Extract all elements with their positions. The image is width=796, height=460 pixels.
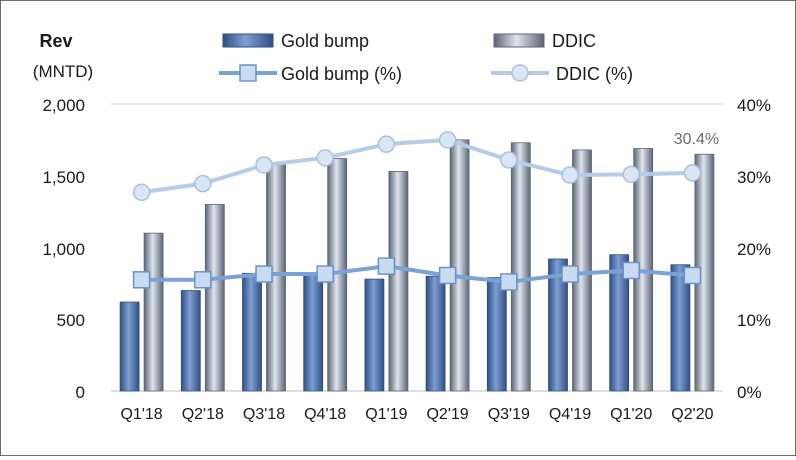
- data-label-annotation: 30.4%: [674, 131, 719, 148]
- legend-item-ddic: DDIC: [493, 31, 596, 51]
- point-gold-bump-q1-19: [377, 257, 396, 275]
- legend-marker-ddic-pct: [511, 64, 529, 82]
- legend-label-ddic: DDIC: [552, 31, 596, 51]
- y-right-tick: 30%: [737, 168, 771, 187]
- y-left-ticks: 2,000 1,500 1,000 500 0: [42, 96, 85, 402]
- x-tick-label: Q1'20: [610, 406, 652, 423]
- annotations-layer: 30.4%: [674, 131, 719, 148]
- point-ddic-q2-19: [438, 131, 457, 149]
- x-tick-label: Q3'18: [243, 406, 285, 423]
- x-axis-labels: Q1'18 Q2'18 Q3'18 Q4'18 Q1'19 Q2'19 Q3'19 Q4'19…: [120, 406, 713, 423]
- y-right-tick: 10%: [737, 311, 771, 330]
- point-ddic-q1-18: [132, 183, 151, 202]
- bar-ddic-q3-19: [510, 142, 531, 392]
- legend-marker-gold-bump-pct: [239, 64, 257, 82]
- line-gold-bump: [141, 264, 693, 284]
- point-ddic-q2-18: [194, 174, 212, 193]
- y-right-tick: 0%: [737, 383, 762, 402]
- bar-gold-bump-q1-20: [609, 254, 630, 392]
- x-tick-label: Q2'19: [426, 406, 468, 423]
- line-ddic: [141, 137, 693, 195]
- legend-swatch-ddic: [493, 33, 545, 48]
- point-ddic-q1-20: [622, 165, 640, 184]
- y-left-tick: 1,000: [42, 240, 85, 259]
- bar-ddic-q1-19: [388, 171, 409, 392]
- y-right-tick: 40%: [737, 96, 771, 115]
- y-left-tick: 500: [57, 311, 85, 330]
- bar-ddic-q1-18: [143, 232, 164, 392]
- y-axis-unit: (MNTD): [33, 62, 93, 81]
- point-gold-bump-q3-19: [500, 273, 518, 291]
- legend-item-gold-bump-pct: Gold bump (%): [219, 64, 402, 84]
- point-gold-bump-q2-20: [683, 266, 702, 285]
- lines-layer: [132, 131, 702, 291]
- point-gold-bump-q2-18: [194, 271, 212, 289]
- y-right-tick: 20%: [737, 240, 771, 259]
- point-gold-bump-q4-19: [561, 265, 579, 283]
- bar-gold-bump-q3-18: [242, 272, 262, 392]
- bar-gold-bump-q2-19: [425, 275, 446, 392]
- y-left-tick: 0: [76, 383, 85, 402]
- bar-gold-bump-q2-20: [670, 264, 691, 392]
- bar-gold-bump-q1-19: [364, 278, 385, 392]
- legend: Gold bump DDIC Gold bump (%) DDIC (%): [219, 31, 633, 84]
- legend-label-gold-bump: Gold bump: [281, 31, 369, 51]
- point-gold-bump-q1-18: [132, 271, 151, 289]
- point-ddic-q3-18: [255, 156, 273, 174]
- y-left-tick: 1,500: [42, 168, 85, 187]
- y-right-ticks: 40% 30% 20% 10% 0%: [737, 96, 771, 402]
- point-gold-bump-q2-19: [438, 266, 457, 285]
- bar-gold-bump-q1-18: [119, 301, 140, 392]
- x-tick-label: Q2'20: [671, 406, 713, 423]
- point-ddic-q1-19: [377, 135, 396, 153]
- legend-label-gold-bump-pct: Gold bump (%): [281, 64, 402, 84]
- legend-item-gold-bump: Gold bump: [222, 31, 369, 51]
- point-ddic-q2-20: [683, 164, 702, 182]
- point-ddic-q3-19: [500, 151, 518, 169]
- bar-gold-bump-q2-18: [180, 290, 201, 392]
- x-tick-label: Q4'19: [549, 406, 591, 423]
- point-gold-bump-q3-18: [255, 265, 273, 283]
- bar-ddic-q2-19: [449, 139, 470, 392]
- x-tick-label: Q3'19: [488, 406, 530, 423]
- bar-gold-bump-q4-19: [548, 258, 568, 392]
- point-gold-bump-q1-20: [622, 261, 640, 280]
- y-left-tick: 2,000: [42, 96, 85, 115]
- point-gold-bump-q4-18: [316, 265, 334, 283]
- legend-label-ddic-pct: DDIC (%): [556, 64, 633, 84]
- x-tick-label: Q1'19: [365, 406, 407, 423]
- bars-layer: [119, 139, 715, 392]
- bar-ddic-q2-18: [204, 204, 225, 392]
- point-ddic-q4-19: [561, 166, 579, 184]
- point-ddic-q4-18: [316, 149, 334, 167]
- legend-item-ddic-pct: DDIC (%): [491, 64, 633, 84]
- bar-gold-bump-q4-18: [303, 272, 324, 392]
- x-tick-label: Q4'18: [304, 406, 346, 423]
- legend-swatch-gold-bump: [222, 33, 274, 48]
- bar-gold-bump-q3-19: [486, 277, 507, 392]
- y-axis-title: Rev: [39, 31, 72, 51]
- x-tick-label: Q2'18: [182, 406, 224, 423]
- x-tick-label: Q1'18: [120, 406, 162, 423]
